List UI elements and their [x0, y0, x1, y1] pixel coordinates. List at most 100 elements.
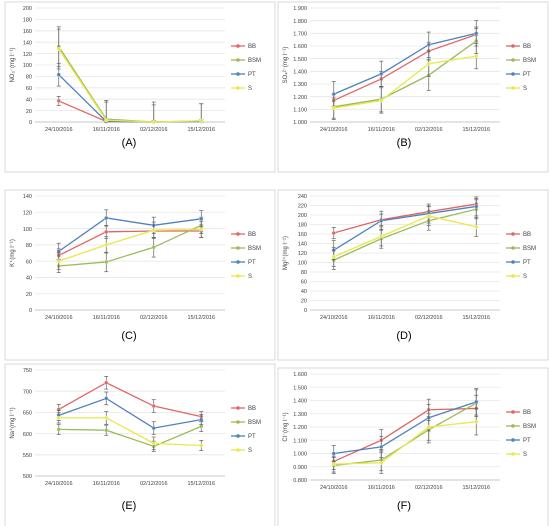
- data-point-s: [56, 415, 61, 420]
- legend-marker: [511, 452, 515, 456]
- y-tick-label: 1.100: [293, 438, 307, 444]
- panel-label: (B): [397, 137, 412, 149]
- data-point-s: [199, 227, 204, 232]
- y-tick-label: 700: [23, 389, 32, 395]
- data-point-s: [56, 46, 61, 52]
- data-point-s: [331, 254, 336, 259]
- legend-label: S: [248, 86, 252, 92]
- x-tick-label: 16/11/2016: [93, 481, 120, 487]
- series-line-pt: [333, 32, 477, 95]
- legend-marker: [236, 44, 240, 48]
- y-axis-label: NO₃⁻(mg l⁻¹): [10, 47, 16, 82]
- data-point-bsm: [199, 424, 204, 429]
- panel-frame: [277, 367, 549, 526]
- y-tick-label: 160: [23, 29, 32, 35]
- y-tick-label: 220: [298, 204, 307, 210]
- chart-panel-3: 0 20 40 60 80 100 120 140 24/10/2016 16/11/2016 02…: [4, 189, 276, 361]
- y-tick-label: 0: [29, 308, 32, 314]
- y-tick-label: 100: [23, 63, 32, 69]
- series-line-s: [58, 228, 202, 262]
- data-point-s: [104, 415, 109, 420]
- panel-label: (E): [122, 500, 137, 512]
- x-tick-label: 02/12/2016: [140, 315, 168, 321]
- data-point-s: [474, 224, 479, 229]
- legend-label: BB: [248, 44, 256, 50]
- data-point-s: [426, 61, 431, 66]
- data-point-bb: [331, 231, 336, 236]
- x-tick-label: 15/12/2016: [462, 315, 490, 321]
- legend-label: BB: [248, 232, 256, 238]
- data-point-bb: [104, 229, 109, 234]
- x-tick-label: 16/11/2016: [93, 127, 120, 133]
- x-tick-label: 02/12/2016: [140, 481, 168, 487]
- legend-marker: [511, 246, 515, 250]
- series-line-bsm: [58, 425, 202, 448]
- legend-label: BSM: [523, 58, 536, 64]
- y-tick-label: 140: [23, 40, 32, 46]
- data-point-bsm: [151, 245, 156, 250]
- data-point-bb: [56, 98, 61, 103]
- legend-label: S: [248, 448, 252, 454]
- x-tick-label: 24/10/2016: [45, 315, 73, 321]
- chart-panel-2: 1.000 1.100 1.200 1.300 1.400 1.500 1.600 1.700…: [277, 1, 549, 173]
- x-tick-label: 16/11/2016: [368, 485, 395, 491]
- data-point-bsm: [104, 259, 109, 265]
- legend-marker: [511, 86, 515, 90]
- y-tick-label: 1.700: [293, 32, 307, 38]
- x-tick-label: 02/12/2016: [140, 127, 168, 133]
- y-tick-label: 120: [23, 52, 32, 58]
- data-point-s: [331, 106, 336, 111]
- data-point-s: [199, 118, 204, 123]
- series-line-pt: [58, 217, 202, 252]
- y-tick-label: 1.200: [293, 425, 307, 431]
- data-point-pt: [199, 216, 204, 221]
- x-tick-label: 24/10/2016: [320, 485, 348, 491]
- legend-marker: [511, 438, 515, 442]
- y-tick-label: 0: [29, 120, 32, 126]
- panel-label: (D): [396, 330, 411, 342]
- data-point-s: [426, 213, 431, 219]
- legend-label: BSM: [523, 424, 536, 430]
- y-tick-label: 100: [298, 261, 307, 267]
- panel-label: (F): [397, 500, 411, 512]
- y-tick-label: 60: [26, 86, 32, 92]
- data-point-bb: [151, 403, 156, 409]
- y-tick-label: 750: [23, 368, 32, 374]
- y-tick-label: 600: [23, 432, 32, 438]
- legend-label: PT: [248, 72, 256, 78]
- y-tick-label: 500: [23, 474, 32, 480]
- legend-label: BB: [523, 232, 531, 238]
- y-tick-label: 1.500: [293, 57, 307, 63]
- series-line-bb: [58, 381, 202, 418]
- legend-label: PT: [248, 434, 256, 440]
- data-point-s: [151, 228, 156, 233]
- y-axis-label: Mg²⁺(mg l⁻¹): [282, 236, 289, 270]
- data-point-s: [379, 98, 384, 103]
- legend-marker: [511, 410, 515, 414]
- y-tick-label: 0: [304, 308, 307, 314]
- data-point-s: [379, 234, 384, 239]
- data-point-pt: [379, 71, 384, 76]
- y-tick-label: 140: [298, 242, 307, 248]
- y-tick-label: 200: [23, 6, 32, 12]
- y-tick-label: 550: [23, 453, 32, 459]
- y-tick-label: 200: [298, 213, 307, 219]
- data-point-bsm: [104, 428, 109, 433]
- legend-marker: [236, 86, 240, 90]
- panel-label: (C): [121, 330, 136, 342]
- x-tick-label: 02/12/2016: [415, 315, 443, 321]
- y-tick-label: 40: [26, 276, 32, 282]
- data-point-s: [331, 462, 336, 467]
- legend-marker: [511, 232, 515, 236]
- series-line-bsm: [333, 208, 477, 261]
- y-tick-label: 180: [23, 18, 32, 24]
- x-tick-label: 16/11/2016: [368, 127, 395, 133]
- data-point-pt: [104, 215, 109, 221]
- legend-label: PT: [523, 260, 531, 266]
- y-tick-label: 1.600: [293, 372, 307, 378]
- x-tick-label: 15/12/2016: [462, 485, 490, 491]
- panel-frame: [277, 189, 549, 361]
- legend-label: BB: [523, 44, 531, 50]
- y-tick-label: 80: [301, 270, 307, 276]
